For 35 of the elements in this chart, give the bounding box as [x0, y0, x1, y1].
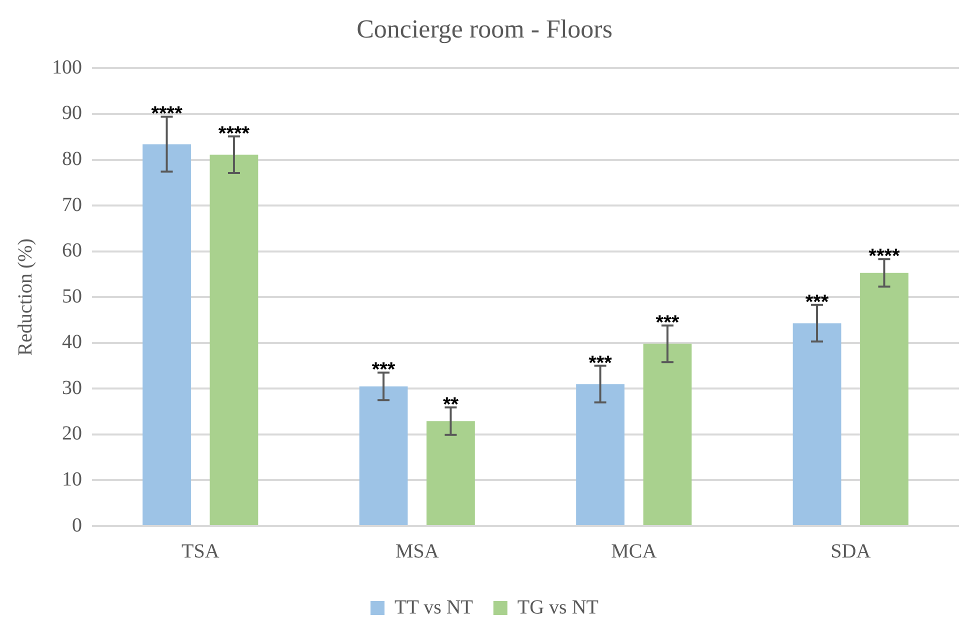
legend-label: TG vs NT: [517, 596, 598, 618]
bar: [576, 384, 624, 525]
bar: [860, 272, 908, 525]
bar: [426, 421, 475, 525]
y-tick-label: 0: [72, 514, 82, 536]
annotation: ***: [805, 291, 829, 314]
annotation: ****: [868, 246, 900, 268]
annotation: **: [442, 394, 459, 416]
y-tick-label: 50: [62, 285, 82, 308]
y-tick-label: 30: [62, 376, 82, 399]
y-axis-title: Reduction (%): [14, 238, 36, 356]
bar: [359, 386, 408, 525]
x-tick-label: SDA: [830, 540, 872, 562]
y-tick-label: 100: [52, 56, 82, 78]
bar: [210, 154, 258, 525]
y-tick-label: 10: [62, 468, 82, 490]
annotation: ****: [218, 122, 250, 145]
annotation: ***: [588, 352, 612, 374]
annotation: ***: [656, 312, 680, 334]
chart-title: Concierge room - Floors: [356, 14, 612, 44]
bar: [643, 344, 692, 525]
x-tick-label: TSA: [181, 540, 220, 562]
legend-label: TT vs NT: [394, 596, 474, 618]
x-tick-label: MSA: [395, 540, 440, 562]
y-tick-label: 70: [62, 194, 82, 216]
y-tick-label: 40: [62, 331, 82, 354]
y-tick-label: 20: [62, 422, 82, 445]
bar: [792, 323, 842, 525]
y-tick-label: 90: [62, 102, 82, 124]
y-tick-label: 60: [62, 240, 82, 262]
bar: [142, 144, 191, 525]
annotation: ****: [151, 103, 183, 126]
annotation: ***: [372, 359, 396, 382]
x-tick-label: MCA: [611, 540, 658, 562]
y-tick-label: 80: [62, 148, 82, 170]
